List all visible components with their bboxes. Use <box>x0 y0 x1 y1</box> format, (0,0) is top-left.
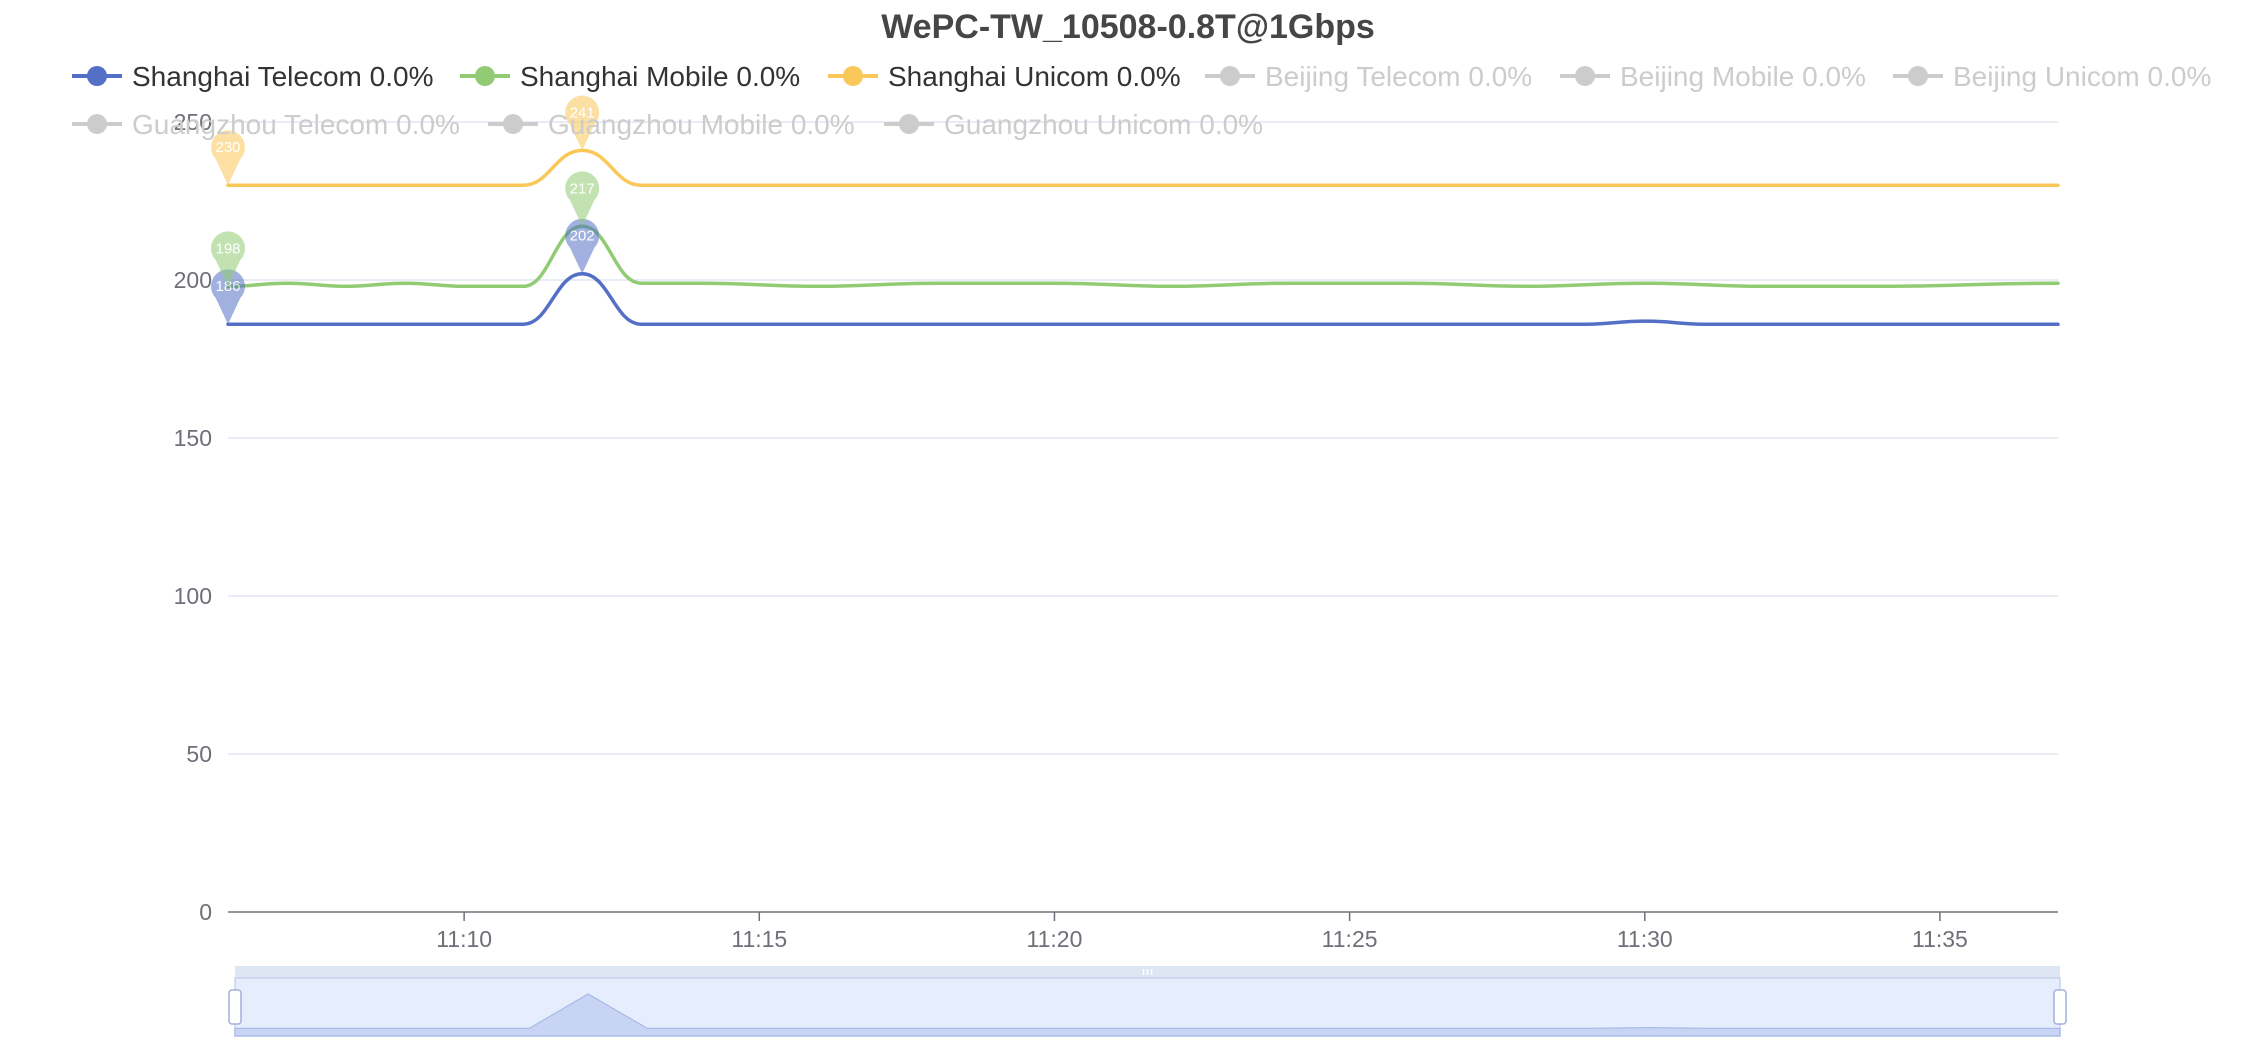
pin-label: 217 <box>570 180 595 197</box>
legend-marker-icon <box>1220 66 1240 86</box>
pin-label: 202 <box>570 228 595 245</box>
axis-layer: 0 50 100 150 200 250 11:10 11:15 11:20 11:25 11:30… <box>174 109 2058 952</box>
slider-window[interactable] <box>234 977 2061 1037</box>
y-tick-label: 0 <box>199 899 212 925</box>
legend-item[interactable]: Guangzhou Telecom 0.0% <box>72 109 460 140</box>
legend-label: Shanghai Unicom 0.0% <box>888 61 1181 92</box>
legend-marker-icon <box>475 66 495 86</box>
y-tick-label: 150 <box>174 425 212 451</box>
x-tick-label: 11:25 <box>1322 926 1378 952</box>
data-pin-marker[interactable]: 241 <box>565 95 600 151</box>
pin-label: 230 <box>215 139 240 156</box>
grid-layer <box>228 121 2058 755</box>
legend-item[interactable]: Beijing Telecom 0.0% <box>1205 61 1532 92</box>
slider-left-handle[interactable] <box>228 989 242 1025</box>
legend-marker-icon <box>503 114 523 134</box>
legend-marker-icon <box>1908 66 1928 86</box>
legend-item[interactable]: Shanghai Mobile 0.0% <box>460 61 800 92</box>
legend-item[interactable]: Beijing Unicom 0.0% <box>1893 61 2211 92</box>
data-pin-marker[interactable]: 186 <box>211 269 245 325</box>
data-pin-marker[interactable]: 198 <box>211 231 245 287</box>
x-tick-label: 11:20 <box>1027 926 1083 952</box>
x-tick-label: 11:35 <box>1912 926 1968 952</box>
pin-shape <box>565 171 600 227</box>
series-line[interactable] <box>226 148 2060 187</box>
legend-marker-icon <box>843 66 863 86</box>
legend-label: Guangzhou Telecom 0.0% <box>132 109 460 140</box>
y-tick-label: 50 <box>186 741 212 767</box>
data-pin-marker[interactable]: 230 <box>211 130 245 186</box>
series-line[interactable] <box>226 271 2060 326</box>
y-tick-label: 250 <box>174 109 212 135</box>
legend-marker-icon <box>87 114 107 134</box>
slider-right-handle[interactable] <box>2053 989 2067 1025</box>
data-zoom-slider[interactable] <box>228 966 2067 1037</box>
legend-item[interactable]: Beijing Mobile 0.0% <box>1560 61 1866 92</box>
pin-label: 186 <box>215 278 240 295</box>
pin-shape <box>211 130 245 186</box>
legend-label: Beijing Mobile 0.0% <box>1620 61 1866 92</box>
pin-label: 241 <box>570 104 595 121</box>
x-tick-label: 11:15 <box>731 926 787 952</box>
legend-label: Beijing Telecom 0.0% <box>1265 61 1532 92</box>
legend-item[interactable]: Shanghai Telecom 0.0% <box>72 61 433 92</box>
legend: Shanghai Telecom 0.0% Shanghai Mobile 0.0… <box>72 61 2211 140</box>
legend-label: Guangzhou Unicom 0.0% <box>944 109 1263 140</box>
slider-overview-area <box>234 993 2061 1037</box>
marker-layer: 186 198 202 217 230 241 <box>211 95 600 325</box>
pin-shape <box>565 95 600 151</box>
legend-item[interactable]: Guangzhou Unicom 0.0% <box>884 109 1263 140</box>
y-tick-label: 100 <box>174 583 212 609</box>
legend-label: Shanghai Telecom 0.0% <box>132 61 433 92</box>
legend-marker-icon <box>899 114 919 134</box>
pin-shape <box>211 231 245 287</box>
series-layer <box>226 148 2060 326</box>
legend-label: Shanghai Mobile 0.0% <box>520 61 800 92</box>
chart-title: WePC-TW_10508-0.8T@1Gbps <box>881 8 1375 46</box>
legend-label: Beijing Unicom 0.0% <box>1953 61 2211 92</box>
x-tick-label: 11:10 <box>436 926 492 952</box>
data-pin-marker[interactable]: 217 <box>565 171 600 227</box>
legend-item[interactable]: Shanghai Unicom 0.0% <box>828 61 1181 92</box>
x-tick-label: 11:30 <box>1617 926 1673 952</box>
legend-marker-icon <box>1575 66 1595 86</box>
y-tick-label: 200 <box>174 267 212 293</box>
pin-shape <box>565 218 600 274</box>
legend-item[interactable]: Guangzhou Mobile 0.0% <box>488 109 855 140</box>
legend-marker-icon <box>87 66 107 86</box>
series-line[interactable] <box>226 224 2060 289</box>
legend-label: Guangzhou Mobile 0.0% <box>548 109 855 140</box>
data-pin-marker[interactable]: 202 <box>565 218 600 274</box>
pin-label: 198 <box>215 240 240 257</box>
pin-shape <box>211 269 245 325</box>
